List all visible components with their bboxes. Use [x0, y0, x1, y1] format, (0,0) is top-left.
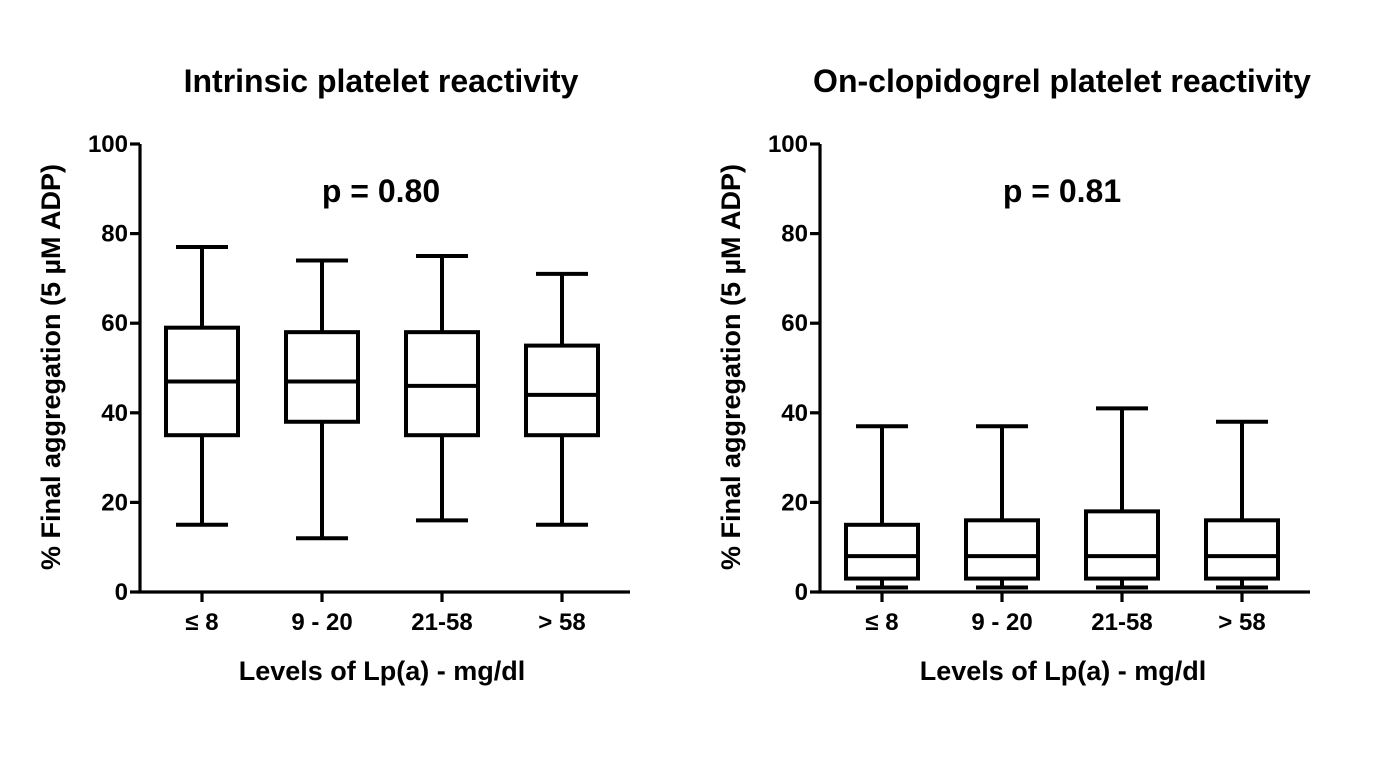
y-tick-label: 0 [795, 579, 808, 606]
x-axis-label: Levels of Lp(a) - mg/dl [920, 656, 1207, 686]
box-plot-4 [524, 271, 600, 527]
y-tick-label: 0 [115, 579, 128, 606]
y-tick-label: 20 [781, 489, 808, 516]
x-tick-label: 21-58 [411, 609, 472, 636]
x-tick-label: 21-58 [1091, 609, 1152, 636]
iqr-box [844, 522, 920, 581]
p-value-annotation: p = 0.81 [1003, 173, 1121, 209]
chart-title: Intrinsic platelet reactivity [184, 63, 579, 99]
plot-area: 0 20 40 60 80 100 ≤ 8 9 - 20 21-58 > 58 [768, 131, 1310, 636]
box-plot-4 [1204, 419, 1280, 590]
box-plot-3 [1084, 406, 1160, 590]
y-tick-label: 40 [101, 400, 128, 427]
y-axis-label: % Final aggregation (5 µM ADP) [716, 164, 746, 570]
box-plot-3 [404, 254, 480, 523]
x-axis-label: Levels of Lp(a) - mg/dl [239, 656, 526, 686]
box-plot-1 [844, 424, 920, 590]
x-tick-label: 9 - 20 [971, 609, 1032, 636]
y-tick-label: 80 [101, 221, 128, 248]
box-plot-2 [964, 424, 1040, 590]
plot-area: 0 20 40 60 80 100 ≤ 8 9 - 20 21-58 > 58 [88, 131, 630, 636]
y-tick-label: 60 [101, 310, 128, 337]
x-tick-label: 9 - 20 [291, 609, 352, 636]
chart-title: On-clopidogrel platelet reactivity [813, 63, 1311, 99]
iqr-box [404, 330, 480, 438]
chart-panel-intrinsic: Intrinsic platelet reactivity p = 0.80 %… [36, 63, 630, 686]
y-tick-label: 20 [101, 489, 128, 516]
box-plot-1 [164, 245, 240, 527]
x-tick-label: ≤ 8 [185, 609, 218, 636]
y-tick-label: 100 [768, 131, 808, 158]
x-tick-label: ≤ 8 [865, 609, 898, 636]
y-tick-label: 80 [781, 221, 808, 248]
y-tick-label: 60 [781, 310, 808, 337]
x-tick-label: > 58 [1218, 609, 1265, 636]
y-tick-label: 100 [88, 131, 128, 158]
iqr-box [524, 343, 600, 438]
y-tick-label: 40 [781, 400, 808, 427]
x-tick-label: > 58 [538, 609, 585, 636]
iqr-box [964, 518, 1040, 581]
iqr-box [284, 330, 360, 424]
p-value-annotation: p = 0.80 [322, 173, 440, 209]
chart-panel-on-clopidogrel: On-clopidogrel platelet reactivity p = 0… [716, 63, 1311, 686]
iqr-box [1204, 518, 1280, 581]
iqr-box [1084, 509, 1160, 581]
box-plot-2 [284, 258, 360, 541]
y-axis-label: % Final aggregation (5 µM ADP) [36, 164, 66, 570]
